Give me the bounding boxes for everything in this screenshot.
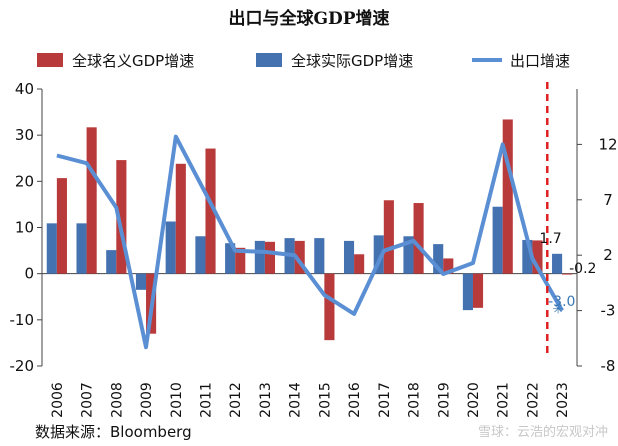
bar-nominal-gdp [175,163,186,274]
x-tick-label: 2009 [139,382,155,418]
y-tick-right-label: -8 [601,357,616,375]
source-note: 数据来源：Bloomberg [35,423,192,441]
bar-real-gdp [225,243,236,274]
y-tick-right-label: 12 [598,135,617,153]
bar-nominal-gdp [294,240,305,274]
line-export-growth [56,134,564,350]
y-tick-left-label: 30 [15,126,34,144]
bar-nominal-gdp [264,241,276,274]
x-tick-label: 2007 [80,382,96,418]
x-tick-label: 2013 [258,382,274,418]
bar-real-gdp [373,235,384,274]
bar-real-gdp [106,250,117,274]
watermark: 雪球：云浩的宏观对冲 [478,424,608,440]
x-tick-label: 2010 [169,382,185,418]
annotation-nominal-2023: -0.2 [569,261,596,277]
bar-nominal-gdp [413,203,424,274]
bar-nominal-gdp [443,258,454,274]
legend-swatch-nominal-gdp [37,53,63,67]
annotation-export-2022: 1.7 [539,231,561,247]
bar-nominal-gdp [354,254,365,274]
x-tick-label: 2018 [407,382,423,418]
x-tick-label: 2014 [288,382,304,418]
y-tick-left-label: 10 [15,219,34,237]
legend-label-export: 出口增速 [510,52,570,70]
x-tick-label: 2019 [436,382,452,418]
star-marker-icon: ✳ [552,302,564,318]
bar-real-gdp [462,273,473,311]
bar-real-gdp [135,273,147,290]
legend: 全球名义GDP增速 全球实际GDP增速 出口增速 [37,52,570,70]
y-tick-left-label: -10 [10,311,35,329]
legend-label-nominal-gdp: 全球名义GDP增速 [72,52,194,70]
y-tick-right-label: 2 [603,246,613,264]
bar-real-gdp [76,223,87,274]
y-tick-right-label: -3 [601,302,616,320]
plot-area: -20 -10 0 10 20 30 40 -8 -3 2 7 12 2006 2007 2008 2009 2… [10,80,618,418]
bar-real-gdp [195,236,206,274]
legend-label-real-gdp: 全球实际GDP增速 [291,52,413,70]
bar-nominal-gdp [562,273,573,275]
bar-nominal-gdp [86,127,97,274]
y-tick-left-label: 0 [24,265,34,283]
bar-nominal-gdp [502,119,513,274]
bar-nominal-gdp [205,148,216,274]
x-tick-label: 2006 [50,382,66,418]
bar-real-gdp [165,221,176,274]
y-tick-left-label: -20 [10,357,35,375]
x-tick-label: 2011 [198,382,214,418]
x-tick-label: 2021 [496,382,512,418]
bar-real-gdp [343,240,355,274]
bar-real-gdp [492,206,503,274]
x-tick-label: 2017 [377,382,393,418]
bar-real-gdp [314,238,325,274]
bar-nominal-gdp [324,273,335,341]
legend-swatch-real-gdp [256,53,282,67]
x-tick-label: 2008 [109,382,125,418]
bar-nominal-gdp [56,178,67,274]
x-tick-label: 2023 [555,382,571,418]
bar-real-gdp [254,240,265,274]
x-tick-label: 2022 [525,382,541,418]
chart-title: 出口与全球GDP增速 [228,8,389,29]
bar-real-gdp [522,239,533,274]
x-tick-label: 2016 [347,382,363,418]
y-tick-left-label: 20 [15,172,34,190]
y-tick-right-label: 7 [603,191,613,209]
bar-nominal-gdp [116,160,127,274]
x-tick-label: 2012 [228,382,244,418]
bar-real-gdp [46,223,57,274]
y-tick-left-label: 40 [15,80,34,98]
annotation-export-2023: -3.0 [548,294,575,310]
bar-nominal-gdp [532,240,543,274]
bar-real-gdp [433,244,444,274]
bar-real-gdp [403,236,414,274]
bar-real-gdp [552,253,563,274]
bar-nominal-gdp [472,273,484,308]
bar-nominal-gdp [383,200,394,274]
bar-nominal-gdp [235,247,246,274]
x-tick-label: 2020 [466,382,482,418]
x-tick-label: 2015 [317,382,333,418]
